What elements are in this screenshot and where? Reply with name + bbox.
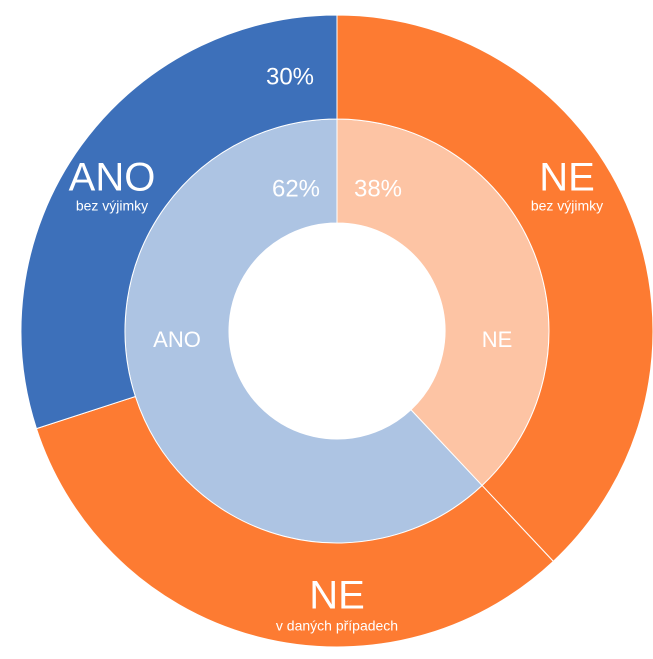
- value-label: 30%: [266, 63, 314, 90]
- category-label: NE: [482, 327, 513, 352]
- subcategory-label: bez výjimky: [531, 198, 603, 214]
- value-label: 62%: [272, 175, 320, 202]
- subcategory-label: v daných případech: [276, 618, 398, 634]
- donut-slice: [35, 395, 555, 648]
- category-label: ANO: [153, 327, 201, 352]
- donut-slice: [336, 14, 653, 563]
- category-label: NE: [309, 574, 365, 618]
- subcategory-label: bez výjimky: [76, 198, 148, 214]
- category-label: NE: [539, 156, 595, 200]
- value-label: 38%: [354, 175, 402, 202]
- donut-slice: [20, 14, 338, 430]
- category-label: ANO: [69, 156, 156, 200]
